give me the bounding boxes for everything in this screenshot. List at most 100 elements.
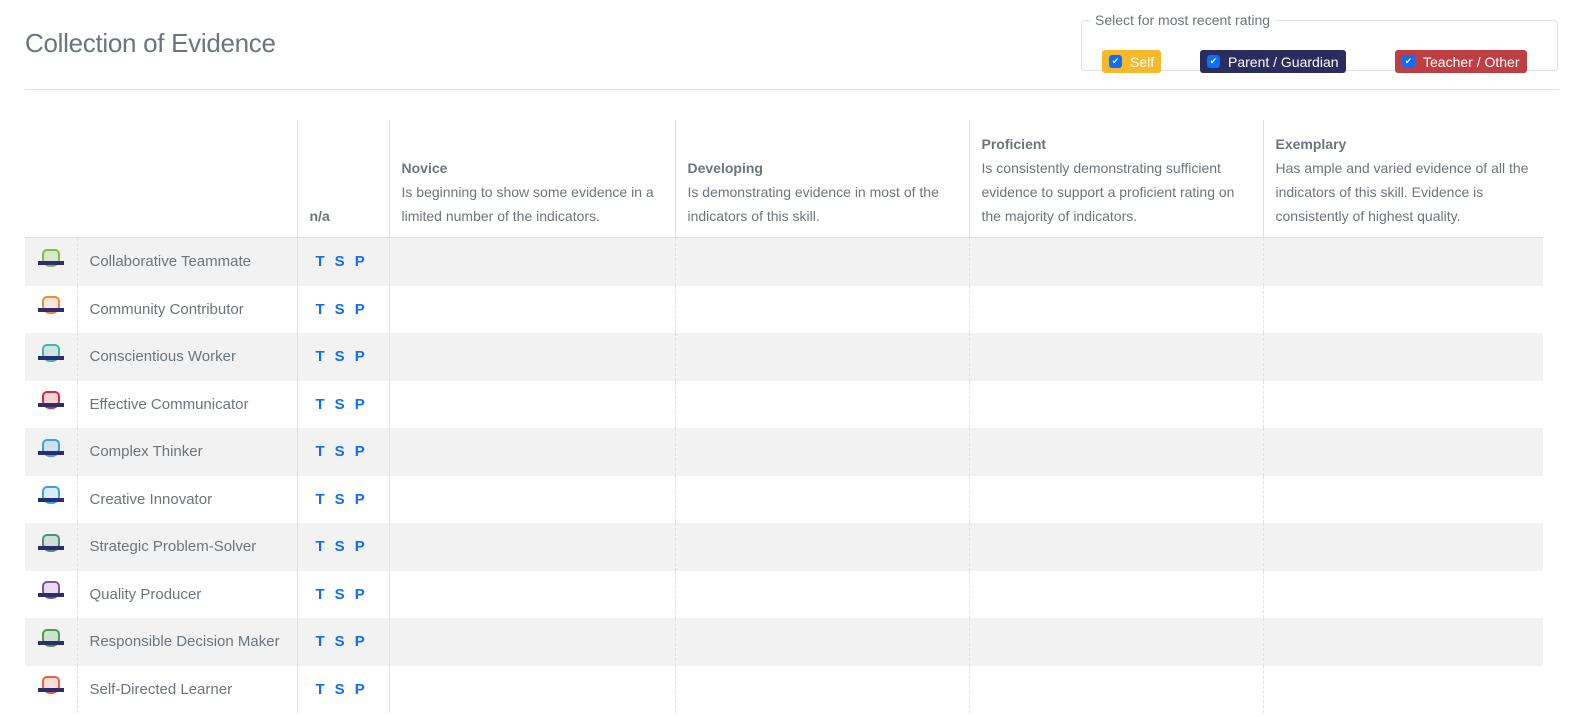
level-cell-developing[interactable]	[674, 380, 969, 428]
rater-t-link[interactable]: T	[315, 348, 325, 366]
rater-p-link[interactable]: P	[354, 585, 365, 603]
table-row: Effective Communicator T S P	[25, 380, 1543, 429]
level-cell-novice[interactable]	[388, 665, 675, 713]
filter-parent-guardian-checkbox[interactable]: ✔ Parent / Guardian	[1200, 50, 1346, 73]
level-cell-developing[interactable]	[674, 665, 969, 713]
level-cell-developing[interactable]	[674, 333, 969, 381]
badge-cell	[25, 333, 77, 381]
level-cell-novice[interactable]	[388, 237, 675, 286]
filter-label: Teacher / Other	[1423, 53, 1520, 70]
level-cell-proficient[interactable]	[968, 523, 1263, 571]
level-cell-exemplary[interactable]	[1262, 618, 1543, 666]
rater-s-link[interactable]: S	[334, 680, 345, 698]
level-cell-proficient[interactable]	[968, 570, 1263, 618]
level-cell-exemplary[interactable]	[1262, 570, 1543, 618]
rater-t-link[interactable]: T	[315, 585, 325, 603]
rater-t-link[interactable]: T	[315, 680, 325, 698]
level-cell-proficient[interactable]	[968, 285, 1263, 333]
rater-p-link[interactable]: P	[354, 253, 365, 271]
badge-cell	[25, 286, 77, 334]
rater-s-link[interactable]: S	[334, 253, 345, 271]
rater-p-link[interactable]: P	[354, 395, 365, 413]
level-cell-novice[interactable]	[388, 475, 675, 523]
rater-t-link[interactable]: T	[315, 395, 325, 413]
conscientious-worker-badge-icon	[37, 343, 64, 366]
level-cell-developing[interactable]	[674, 428, 969, 476]
checkbox-check-icon[interactable]: ✔	[1402, 55, 1415, 68]
rater-s-link[interactable]: S	[334, 538, 345, 556]
creative-innovator-badge-icon	[37, 486, 64, 508]
level-cell-proficient[interactable]	[968, 380, 1263, 428]
level-cell-developing[interactable]	[674, 570, 969, 618]
level-cell-developing[interactable]	[674, 237, 969, 286]
checkbox-check-icon[interactable]: ✔	[1109, 55, 1122, 68]
rater-t-link[interactable]: T	[315, 300, 325, 318]
rater-s-link[interactable]: S	[334, 300, 345, 318]
level-cell-proficient[interactable]	[968, 333, 1263, 381]
level-cell-novice[interactable]	[388, 333, 675, 381]
badge-cell	[25, 428, 77, 476]
level-cell-exemplary[interactable]	[1262, 475, 1543, 523]
level-cell-developing[interactable]	[674, 475, 969, 523]
rater-t-link[interactable]: T	[315, 253, 325, 271]
level-cell-exemplary[interactable]	[1262, 333, 1543, 381]
rater-t-link[interactable]: T	[315, 538, 325, 556]
rater-p-link[interactable]: P	[354, 538, 365, 556]
level-cell-exemplary[interactable]	[1262, 237, 1543, 286]
rater-p-link[interactable]: P	[354, 633, 365, 651]
level-cell-developing[interactable]	[674, 285, 969, 333]
rater-s-link[interactable]: S	[334, 348, 345, 366]
effective-communicator-badge-icon	[37, 391, 64, 413]
rater-p-link[interactable]: P	[354, 490, 365, 508]
level-cell-novice[interactable]	[388, 523, 675, 571]
level-cell-novice[interactable]	[388, 618, 675, 666]
level-cell-exemplary[interactable]	[1262, 285, 1543, 333]
rater-p-link[interactable]: P	[354, 300, 365, 318]
level-cell-exemplary[interactable]	[1262, 380, 1543, 428]
filter-self-checkbox[interactable]: ✔ Self	[1102, 50, 1162, 73]
table-row: Complex Thinker T S P	[25, 428, 1543, 476]
skill-name: Self-Directed Learner	[76, 665, 297, 713]
rater-s-link[interactable]: S	[334, 633, 345, 651]
skill-name: Conscientious Worker	[76, 333, 297, 381]
checkbox-check-icon[interactable]: ✔	[1207, 55, 1220, 68]
level-cell-novice[interactable]	[388, 570, 675, 618]
level-cell-proficient[interactable]	[968, 618, 1263, 666]
evidence-table: n/a Novice Is beginning to show some evide…	[25, 120, 1543, 713]
badge-cell	[25, 618, 77, 666]
level-cell-proficient[interactable]	[968, 665, 1263, 713]
level-description: Has ample and varied evidence of all the…	[1275, 160, 1529, 224]
rater-p-link[interactable]: P	[354, 443, 365, 461]
level-cell-exemplary[interactable]	[1262, 523, 1543, 571]
rater-s-link[interactable]: S	[334, 490, 345, 508]
level-title: Exemplary	[1275, 136, 1347, 152]
rater-t-link[interactable]: T	[315, 490, 325, 508]
level-cell-novice[interactable]	[388, 380, 675, 428]
rater-p-link[interactable]: P	[354, 348, 365, 366]
level-cell-proficient[interactable]	[968, 475, 1263, 523]
level-cell-novice[interactable]	[388, 428, 675, 476]
rater-s-link[interactable]: S	[334, 443, 345, 461]
rater-t-link[interactable]: T	[315, 443, 325, 461]
collaborative-teammate-badge-icon	[37, 248, 64, 271]
complex-thinker-badge-icon	[37, 438, 64, 461]
rater-s-link[interactable]: S	[334, 395, 345, 413]
filter-teacher-other-checkbox[interactable]: ✔ Teacher / Other	[1395, 50, 1527, 73]
level-cell-novice[interactable]	[388, 285, 675, 333]
level-cell-developing[interactable]	[674, 523, 969, 571]
badge-cell	[25, 381, 77, 429]
level-cell-exemplary[interactable]	[1262, 428, 1543, 476]
level-cell-developing[interactable]	[674, 618, 969, 666]
level-cell-proficient[interactable]	[968, 237, 1263, 286]
skill-name: Community Contributor	[76, 285, 297, 333]
rater-p-link[interactable]: P	[354, 680, 365, 698]
badge-cell	[25, 571, 77, 619]
level-cell-exemplary[interactable]	[1262, 665, 1543, 713]
level-cell-proficient[interactable]	[968, 428, 1263, 476]
rater-s-link[interactable]: S	[334, 585, 345, 603]
rater-t-link[interactable]: T	[315, 633, 325, 651]
